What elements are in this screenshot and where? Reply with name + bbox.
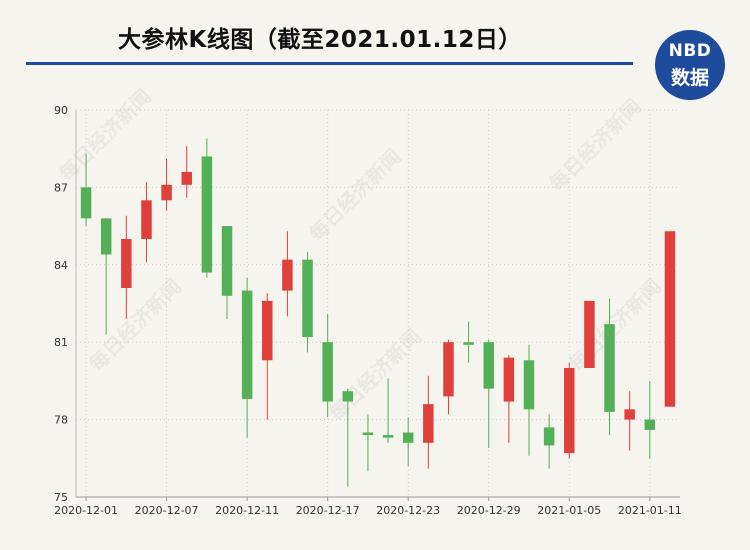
candle [181, 146, 192, 198]
candle-body [664, 231, 676, 407]
watermark-text: 每日经济新闻 [564, 274, 666, 376]
candle [141, 182, 152, 263]
candle-body [161, 184, 172, 201]
x-tick-label: 2021-01-11 [618, 504, 682, 517]
x-tick-label: 2020-12-17 [296, 504, 360, 517]
candle [342, 388, 354, 487]
candle-body [362, 432, 374, 436]
candle-body [241, 290, 253, 399]
candle-body [483, 342, 494, 389]
y-tick-label: 84 [54, 259, 68, 272]
candle-body [443, 342, 454, 397]
candle-body [342, 391, 354, 402]
candle [382, 378, 394, 443]
candle [402, 417, 414, 467]
candle [282, 231, 293, 317]
candle [241, 277, 253, 438]
y-tick-label: 90 [54, 104, 68, 117]
x-tick-label: 2020-12-11 [215, 504, 279, 517]
candles [80, 138, 676, 487]
candle-body [181, 171, 192, 185]
candle-body [262, 300, 273, 361]
watermark-text: 每日经济新闻 [544, 94, 646, 196]
candle-body [121, 239, 132, 289]
y-tick-label: 81 [54, 336, 68, 349]
watermark-text: 每日经济新闻 [84, 274, 186, 376]
candle-body [463, 342, 474, 345]
candle-body [201, 156, 213, 273]
candle [362, 414, 374, 472]
candle [322, 313, 333, 418]
nbd-logo: NBD 数据 [655, 30, 725, 100]
x-tick-label: 2020-12-07 [135, 504, 199, 517]
y-tick-label: 87 [54, 181, 68, 194]
x-tick-label: 2020-12-29 [457, 504, 521, 517]
watermark-text: 每日经济新闻 [324, 324, 426, 426]
logo-text-bottom: 数据 [670, 67, 709, 89]
candle [483, 339, 494, 448]
candle-body [604, 324, 615, 412]
candle-body [423, 404, 434, 443]
candle [302, 251, 313, 353]
title-underline [26, 62, 633, 65]
candle-body [141, 200, 152, 239]
candle [604, 298, 615, 436]
x-tick-label: 2021-01-05 [537, 504, 601, 517]
candle [564, 362, 575, 459]
candle [463, 321, 474, 363]
candle [503, 355, 515, 443]
candle [221, 226, 233, 319]
logo-text-top: NBD [668, 41, 712, 61]
candle [624, 391, 635, 451]
candle-body [543, 427, 555, 446]
candle [543, 414, 555, 469]
candle [423, 375, 434, 469]
candle [523, 344, 535, 456]
candle [664, 231, 676, 407]
candle [262, 293, 273, 420]
candle [443, 339, 454, 415]
candle-body [402, 432, 414, 443]
candle [584, 300, 595, 368]
candle-body [282, 259, 293, 291]
candle-body [80, 187, 92, 219]
watermark-text: 每日经济新闻 [54, 84, 156, 186]
axes: 75 78 81 84 87 90 2020-12-01 2020-12-07 2020-12-… [54, 104, 682, 517]
candle [201, 138, 213, 278]
candle [121, 215, 132, 319]
candle-body [382, 435, 394, 438]
x-tick-label: 2020-12-23 [376, 504, 440, 517]
candle [80, 153, 92, 227]
candle [161, 159, 172, 211]
candle [100, 218, 112, 335]
candle-body [584, 300, 595, 368]
y-tick-label: 78 [54, 414, 68, 427]
x-tick-label: 2020-12-01 [54, 504, 118, 517]
y-tick-label: 75 [54, 491, 68, 504]
candle-body [302, 259, 313, 338]
candle-body [624, 409, 635, 420]
candle-body [523, 360, 535, 410]
candle-body [503, 357, 515, 402]
candle-body [564, 368, 575, 454]
chart-title: 大参林K线图（截至2021.01.12日） [118, 27, 522, 53]
candle-body [100, 218, 112, 255]
watermark-text: 每日经济新闻 [304, 144, 406, 246]
candle [644, 380, 656, 459]
candle-body [644, 419, 656, 430]
candle-body [221, 226, 233, 296]
candle-body [322, 342, 333, 402]
